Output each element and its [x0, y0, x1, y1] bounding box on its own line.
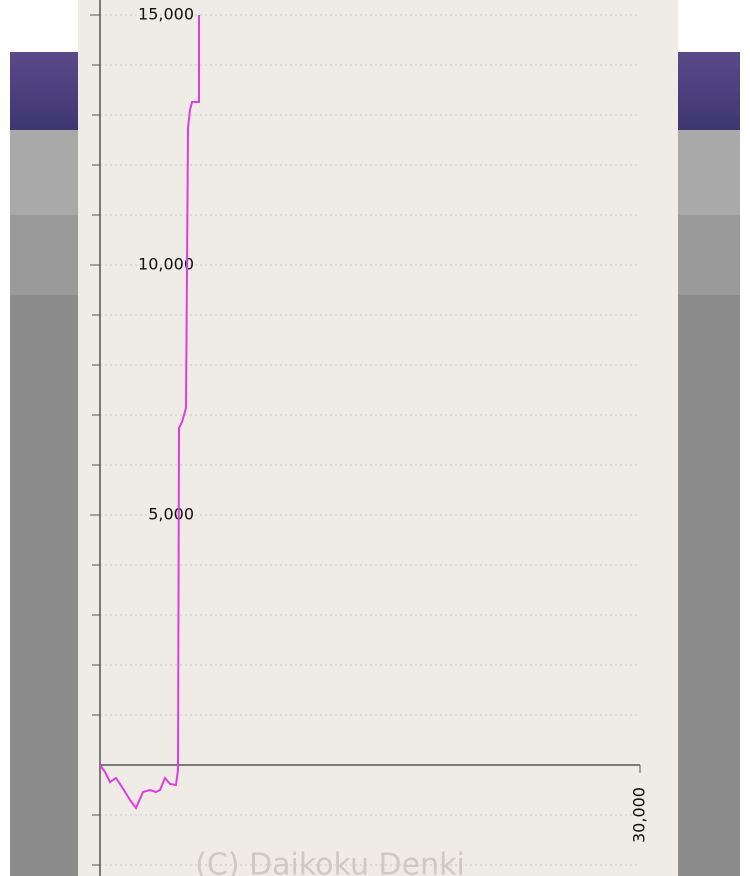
data-line [99, 15, 200, 810]
x-tick-label: 30,000 [630, 787, 649, 843]
modal-edge [740, 0, 750, 876]
y-tick-label: 5,000 [148, 505, 194, 524]
modal-edge [0, 0, 10, 876]
y-tick-label: 15,000 [138, 5, 194, 24]
y-tick-label: 10,000 [138, 255, 194, 274]
watermark: (C) Daikoku Denki [195, 848, 465, 876]
